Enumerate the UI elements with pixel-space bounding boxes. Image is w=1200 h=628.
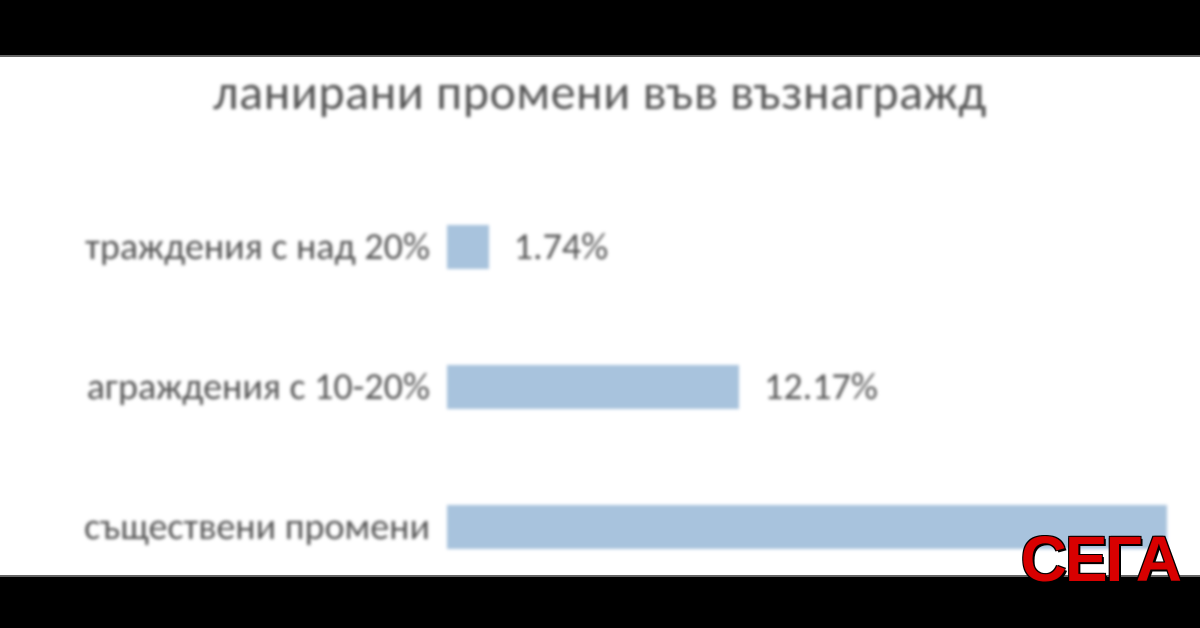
chart-title: ланирани промени във възнагражд (0, 62, 1200, 123)
category-label: траждения с над 20% (0, 224, 430, 270)
bar (447, 365, 739, 409)
value-label: 12.17% (764, 364, 878, 410)
bar-row: траждения с над 20% 1.74% (0, 217, 1200, 277)
letterbox-top (0, 0, 1200, 55)
value-label: 1.74% (514, 224, 609, 270)
site-logo: СЕГА (1021, 522, 1180, 596)
bar (447, 225, 489, 269)
category-label: аграждения с 10-20% (0, 364, 430, 410)
category-label: съществени промени (0, 504, 430, 550)
chart-area: ланирани промени във възнагражд траждени… (0, 55, 1200, 577)
bar-row: аграждения с 10-20% 12.17% (0, 357, 1200, 417)
